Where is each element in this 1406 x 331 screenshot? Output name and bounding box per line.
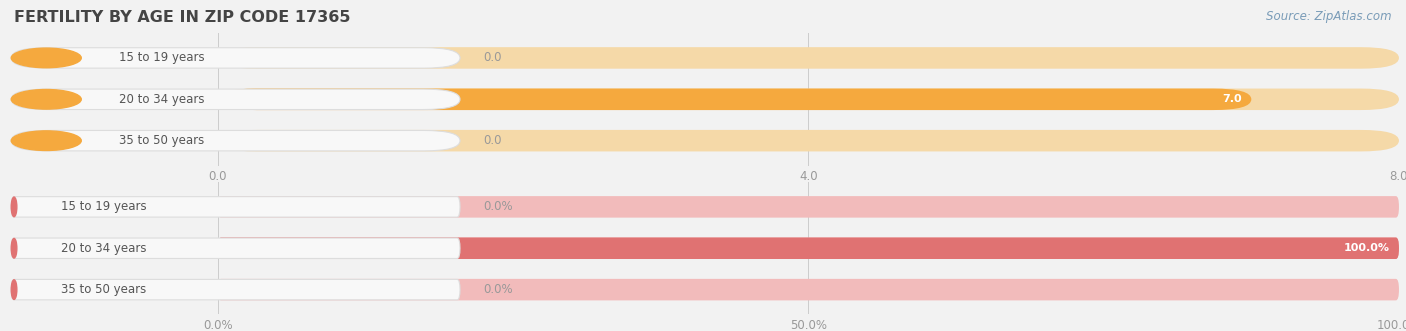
Text: 100.0%: 100.0% (1344, 243, 1389, 253)
FancyBboxPatch shape (11, 130, 460, 151)
FancyBboxPatch shape (11, 238, 460, 259)
FancyBboxPatch shape (11, 48, 460, 68)
Text: 20 to 34 years: 20 to 34 years (62, 242, 146, 255)
FancyBboxPatch shape (218, 88, 1251, 110)
Text: 15 to 19 years: 15 to 19 years (120, 51, 205, 65)
Circle shape (11, 280, 17, 300)
Circle shape (11, 197, 17, 217)
Text: 0.0%: 0.0% (484, 200, 513, 213)
Circle shape (11, 48, 82, 68)
FancyBboxPatch shape (11, 89, 460, 110)
Text: 7.0: 7.0 (1222, 94, 1241, 104)
Text: 0.0%: 0.0% (484, 283, 513, 296)
FancyBboxPatch shape (218, 47, 1399, 69)
Text: 0.0: 0.0 (484, 134, 502, 147)
Text: 20 to 34 years: 20 to 34 years (120, 93, 205, 106)
FancyBboxPatch shape (218, 130, 1399, 151)
Circle shape (11, 89, 82, 109)
Text: 35 to 50 years: 35 to 50 years (62, 283, 146, 296)
Text: Source: ZipAtlas.com: Source: ZipAtlas.com (1267, 10, 1392, 23)
FancyBboxPatch shape (11, 279, 460, 300)
FancyBboxPatch shape (218, 238, 1399, 259)
FancyBboxPatch shape (218, 238, 1399, 259)
Text: 35 to 50 years: 35 to 50 years (120, 134, 204, 147)
Text: 15 to 19 years: 15 to 19 years (62, 200, 146, 213)
Text: 0.0: 0.0 (484, 51, 502, 65)
FancyBboxPatch shape (218, 196, 1399, 218)
FancyBboxPatch shape (218, 88, 1399, 110)
FancyBboxPatch shape (11, 197, 460, 217)
Circle shape (11, 238, 17, 258)
FancyBboxPatch shape (218, 279, 1399, 301)
Text: FERTILITY BY AGE IN ZIP CODE 17365: FERTILITY BY AGE IN ZIP CODE 17365 (14, 10, 350, 25)
Circle shape (11, 131, 82, 151)
